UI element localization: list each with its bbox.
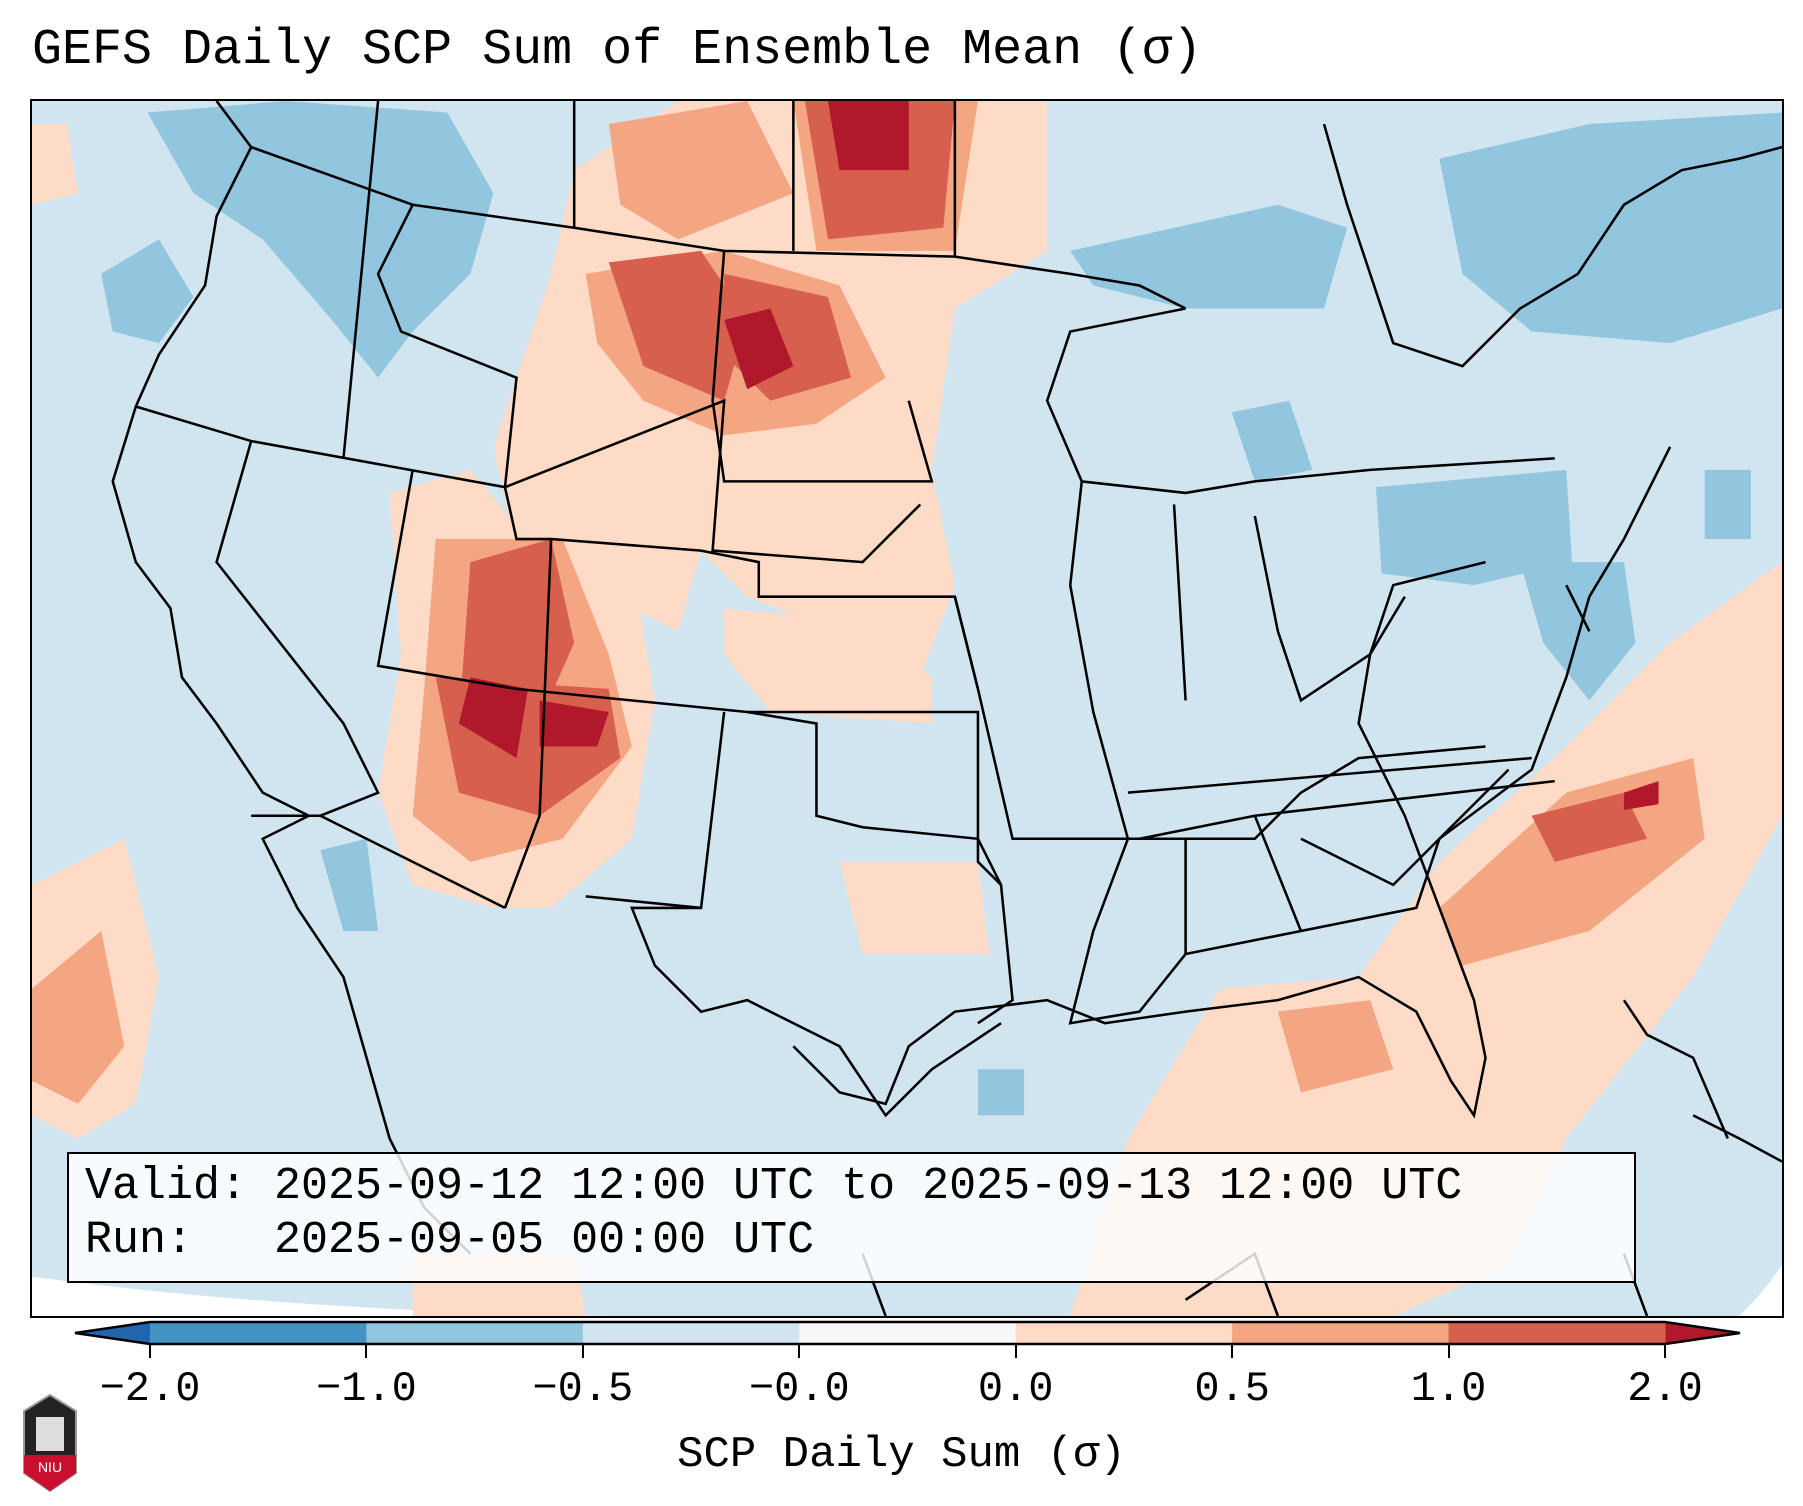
colorbar-tick-label: −0.0 [748, 1365, 850, 1413]
colorbar-tick-mark [1664, 1344, 1666, 1358]
colorbar-tick-mark [1231, 1344, 1234, 1358]
colorbar-segment [150, 1322, 367, 1344]
run-time-text: Run: 2025-09-05 00:00 UTC [85, 1215, 815, 1266]
colorbar-tick-mark [1014, 1344, 1017, 1358]
positive-anomaly-extreme [458, 101, 1659, 810]
info-box: Valid: 2025-09-12 12:00 UTC to 2025-09-1… [67, 1152, 1636, 1283]
colorbar-tick-mark [149, 1344, 151, 1358]
colorbar-tick-label: 0.0 [977, 1365, 1054, 1413]
colorbar-segment [1015, 1322, 1233, 1344]
colorbar-segment [366, 1322, 584, 1344]
colorbar-tick-label: −2.0 [99, 1365, 201, 1413]
colorbar-tick-label: −1.0 [316, 1365, 417, 1413]
state-borders [111, 101, 1782, 1316]
valid-time-text: Valid: 2025-09-12 12:00 UTC to 2025-09-1… [85, 1161, 1463, 1212]
colorbar-segment [582, 1322, 800, 1344]
map-svg [32, 101, 1782, 1316]
colorbar-tick-mark [365, 1344, 368, 1358]
colorbar-tick-label: 0.5 [1194, 1365, 1270, 1413]
chart-title: GEFS Daily SCP Sum of Ensemble Mean (σ) [32, 22, 1203, 79]
projection-edge [32, 1276, 840, 1316]
colorbar-tick-label: 1.0 [1410, 1365, 1487, 1413]
colorbar-label: SCP Daily Sum (σ) [677, 1430, 1126, 1480]
colorbar-tick-label: −0.5 [532, 1365, 634, 1413]
colorbar-tick-mark [798, 1344, 801, 1358]
colorbar-tick-mark [1447, 1344, 1450, 1358]
colorbar-tick-label: 2.0 [1627, 1365, 1703, 1413]
map-panel [30, 99, 1784, 1318]
niu-logo: NIU [23, 1393, 77, 1493]
colorbar-tick-mark [581, 1344, 584, 1358]
colorbar-extend-high [1665, 1322, 1740, 1344]
colorbar [74, 1320, 1741, 1346]
colorbar-segment [1232, 1322, 1450, 1344]
svg-text:NIU: NIU [38, 1459, 62, 1475]
colorbar-extend-low [75, 1322, 150, 1344]
colorbar-segment [1448, 1322, 1666, 1344]
projection-edge-right [1739, 1265, 1782, 1316]
colorbar-segment [799, 1322, 1017, 1344]
negative-anomaly-areas [101, 101, 1782, 1116]
